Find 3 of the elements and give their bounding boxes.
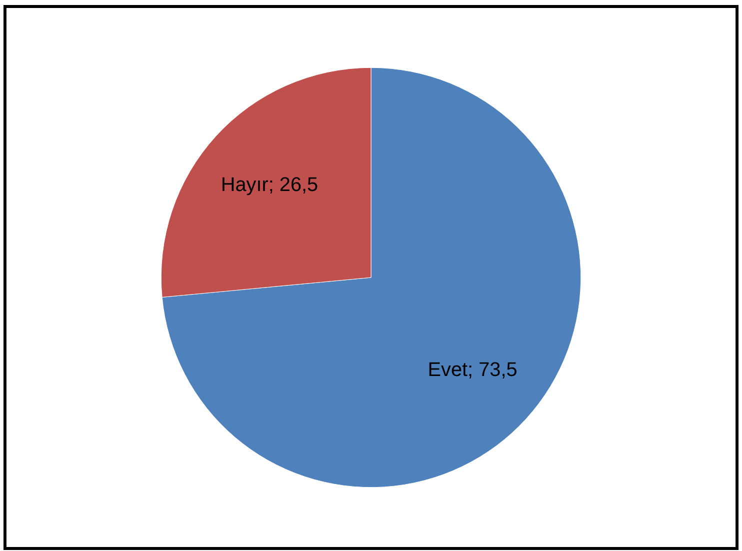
slice-label: Evet; 73,5	[428, 358, 518, 381]
pie-slice	[162, 67, 582, 488]
slice-label: Hayır; 26,5	[220, 174, 318, 196]
